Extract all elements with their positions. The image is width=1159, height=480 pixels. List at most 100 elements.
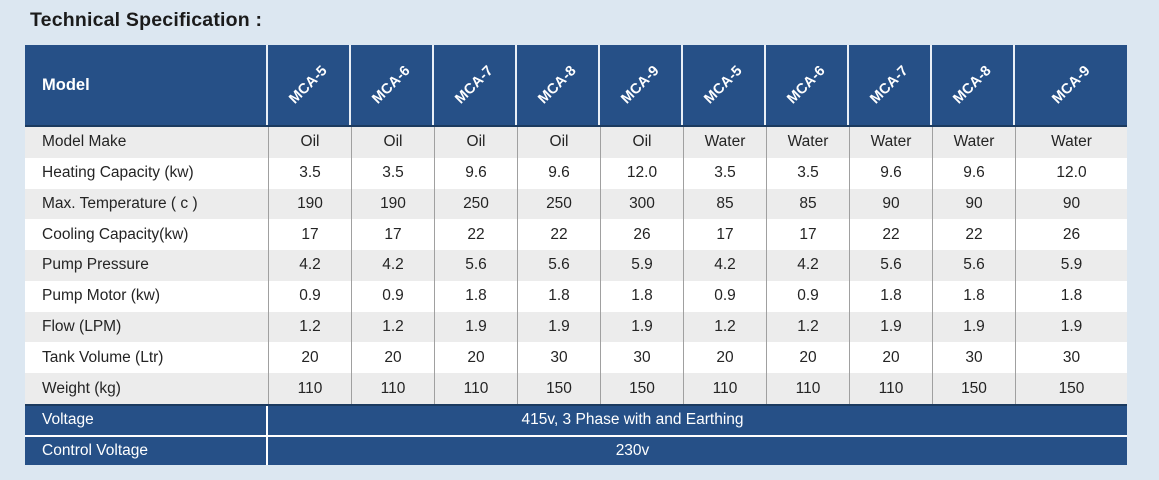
table-cell: Oil — [268, 127, 351, 158]
table-cell: 85 — [683, 188, 766, 220]
page-title: Technical Specification : — [30, 9, 263, 31]
table-cell: 20 — [849, 342, 932, 374]
table-cell: 12.0 — [600, 157, 683, 189]
voltage-value: 415v, 3 Phase with and Earthing — [521, 411, 744, 429]
column-header-label: MCA-9 — [618, 62, 663, 108]
column-header-mca-7-water: MCA-7 — [849, 45, 932, 125]
table-cell: 1.9 — [517, 311, 600, 343]
table-cell: 250 — [434, 188, 517, 220]
table-cell: 5.6 — [849, 250, 932, 281]
table-cell: 17 — [351, 219, 434, 251]
table-cell: 30 — [932, 342, 1015, 374]
table-row: Pump Pressure 4.2 4.2 5.6 5.6 5.9 4.2 4.2 5.6 5.6… — [25, 250, 1127, 281]
column-header-label: MCA-7 — [867, 62, 912, 108]
table-cell: Water — [766, 127, 849, 158]
table-cell: 1.8 — [517, 280, 600, 312]
table-cell: 22 — [517, 219, 600, 251]
table-cell: 150 — [600, 373, 683, 404]
row-label: Cooling Capacity(kw) — [25, 219, 268, 251]
table-cell: Water — [1015, 127, 1127, 158]
spec-table: Model MCA-5 MCA-6 MCA-7 MCA-8 MCA-9 MCA-5 MCA-… — [25, 45, 1127, 465]
table-cell: 110 — [351, 373, 434, 404]
table-cell: 20 — [683, 342, 766, 374]
table-cell: 110 — [434, 373, 517, 404]
table-cell: 22 — [932, 219, 1015, 251]
table-cell: Water — [849, 127, 932, 158]
table-cell: 0.9 — [351, 280, 434, 312]
row-label: Pump Pressure — [25, 250, 268, 281]
column-header-label: MCA-7 — [452, 62, 497, 108]
table-cell: 17 — [268, 219, 351, 251]
table-cell: 1.9 — [1015, 311, 1127, 343]
control-voltage-value: 230v — [615, 441, 650, 459]
model-header-label: Model — [42, 75, 90, 94]
table-cell: 150 — [517, 373, 600, 404]
table-cell: Water — [932, 127, 1015, 158]
table-row: Pump Motor (kw) 0.9 0.9 1.8 1.8 1.8 0.9 0.9 1.8 1… — [25, 280, 1127, 312]
table-cell: 0.9 — [683, 280, 766, 312]
table-row: Weight (kg) 110 110 110 150 150 110 110 110 150 15… — [25, 373, 1127, 404]
table-cell: 85 — [766, 188, 849, 220]
column-header-mca-5-oil: MCA-5 — [268, 45, 351, 125]
table-cell: 9.6 — [517, 157, 600, 189]
column-header-model: Model — [25, 45, 268, 125]
column-header-mca-8-water: MCA-8 — [932, 45, 1015, 125]
column-header-mca-9-water: MCA-9 — [1015, 45, 1127, 125]
row-label: Heating Capacity (kw) — [25, 157, 268, 189]
table-cell: 30 — [1015, 342, 1127, 374]
table-cell: 1.8 — [1015, 280, 1127, 312]
column-header-mca-6-oil: MCA-6 — [351, 45, 434, 125]
table-row: Heating Capacity (kw) 3.5 3.5 9.6 9.6 12.0 3.5… — [25, 157, 1127, 189]
column-header-mca-6-water: MCA-6 — [766, 45, 849, 125]
table-row: Max. Temperature ( c ) 190 190 250 250 300 85 8… — [25, 188, 1127, 220]
table-cell: 3.5 — [683, 157, 766, 189]
table-cell: Oil — [434, 127, 517, 158]
column-header-mca-9-oil: MCA-9 — [600, 45, 683, 125]
table-cell: 20 — [351, 342, 434, 374]
table-cell: 1.9 — [932, 311, 1015, 343]
table-cell: 12.0 — [1015, 157, 1127, 189]
column-header-label: MCA-5 — [701, 62, 746, 108]
table-cell: 4.2 — [683, 250, 766, 281]
table-cell: Oil — [517, 127, 600, 158]
column-header-label: MCA-5 — [286, 62, 331, 108]
table-cell: 22 — [434, 219, 517, 251]
column-header-mca-5-water: MCA-5 — [683, 45, 766, 125]
table-cell: 5.6 — [517, 250, 600, 281]
table-cell: 300 — [600, 188, 683, 220]
table-cell: 1.2 — [766, 311, 849, 343]
table-row: Cooling Capacity(kw) 17 17 22 22 26 17 17 22 22 26 — [25, 219, 1127, 251]
column-header-label: MCA-9 — [1048, 62, 1094, 108]
table-cell: 20 — [268, 342, 351, 374]
table-cell: 30 — [600, 342, 683, 374]
table-cell: 17 — [683, 219, 766, 251]
table-cell: 1.9 — [600, 311, 683, 343]
table-row: Model Make Oil Oil Oil Oil Oil Water Water Water… — [25, 127, 1127, 158]
table-cell: 17 — [766, 219, 849, 251]
table-cell: 3.5 — [268, 157, 351, 189]
column-header-mca-7-oil: MCA-7 — [434, 45, 517, 125]
column-header-label: MCA-8 — [950, 62, 995, 108]
table-cell: 150 — [932, 373, 1015, 404]
voltage-row: Voltage 415v, 3 Phase with and Earthing — [25, 403, 1127, 435]
table-cell: 0.9 — [268, 280, 351, 312]
control-voltage-row: Control Voltage 230v — [25, 434, 1127, 465]
table-cell: 20 — [434, 342, 517, 374]
table-cell: 90 — [1015, 188, 1127, 220]
table-cell: 1.8 — [600, 280, 683, 312]
table-cell: 26 — [1015, 219, 1127, 251]
table-cell: 4.2 — [268, 250, 351, 281]
table-cell: 30 — [517, 342, 600, 374]
table-cell: 190 — [351, 188, 434, 220]
table-cell: 1.8 — [932, 280, 1015, 312]
table-cell: 0.9 — [766, 280, 849, 312]
table-cell: 90 — [849, 188, 932, 220]
table-cell: 1.9 — [434, 311, 517, 343]
table-row: Flow (LPM) 1.2 1.2 1.9 1.9 1.9 1.2 1.2 1.9 1.9 1.9 — [25, 311, 1127, 343]
table-cell: 9.6 — [434, 157, 517, 189]
table-cell: 22 — [849, 219, 932, 251]
voltage-label: Voltage — [25, 405, 268, 435]
table-cell: 5.9 — [600, 250, 683, 281]
row-label: Max. Temperature ( c ) — [25, 188, 268, 220]
table-cell: 20 — [766, 342, 849, 374]
